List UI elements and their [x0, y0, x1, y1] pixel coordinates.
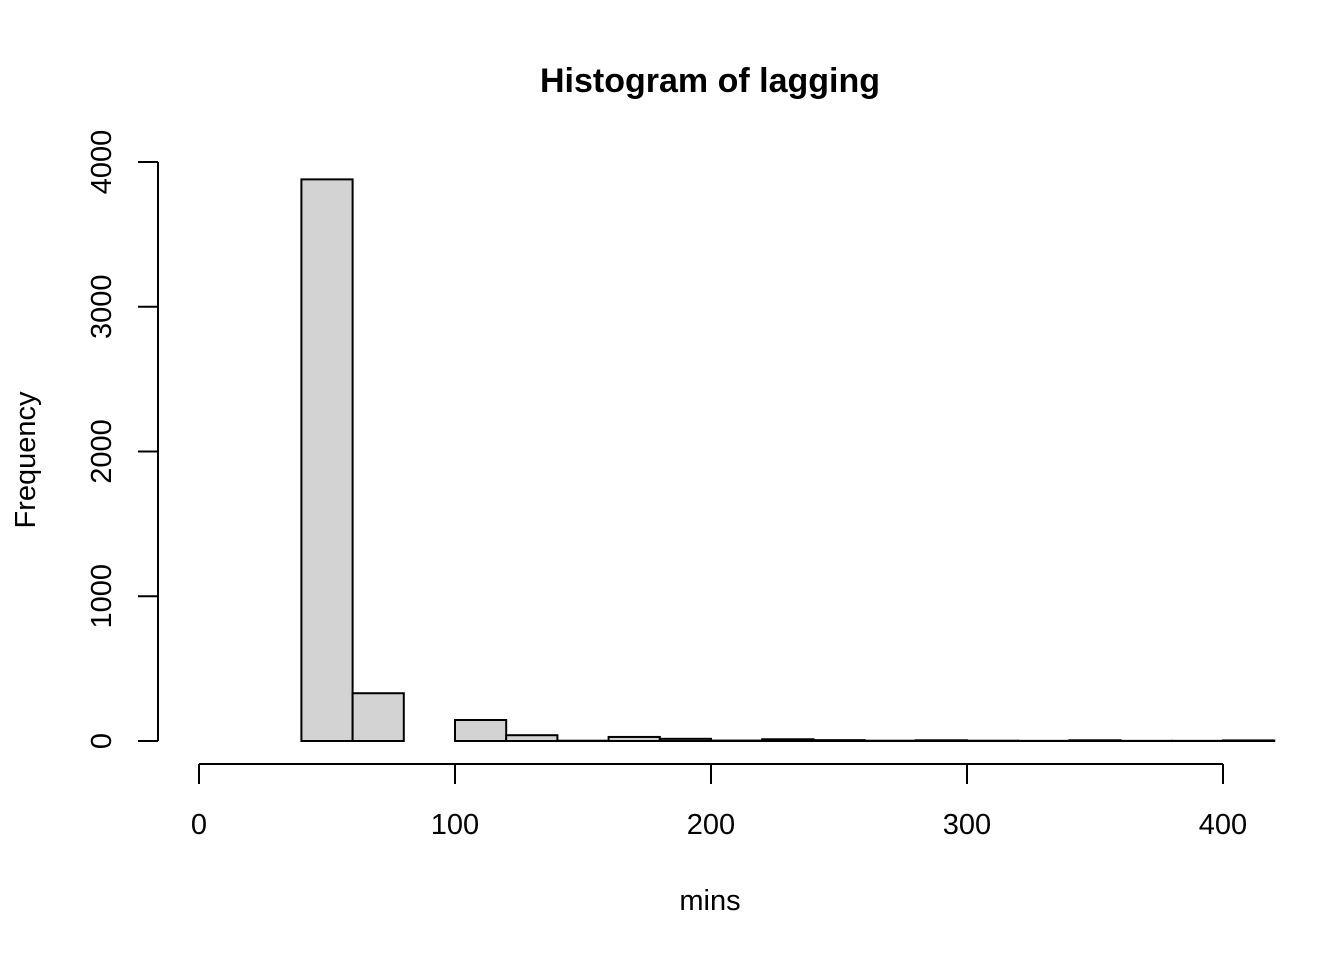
- histogram-bar-15: [1068, 739, 1122, 742]
- histogram-bar-4: [505, 734, 559, 743]
- x-tick-label-1: 100: [431, 809, 479, 841]
- histogram-bar-3: [454, 719, 508, 742]
- y-axis-label: Frequency: [10, 391, 42, 529]
- histogram-bar-9: [761, 738, 815, 743]
- chart-title: Histogram of lagging: [540, 62, 880, 100]
- y-tick-label-3: 3000: [86, 274, 118, 339]
- x-axis-label: mins: [679, 885, 740, 917]
- histogram-bar-1: [351, 692, 405, 742]
- y-tick-label-2: 2000: [86, 419, 118, 484]
- x-tick-label-0: 0: [191, 809, 207, 841]
- x-tick-label-2: 200: [687, 809, 735, 841]
- histogram-bar-0: [300, 178, 354, 742]
- x-tick-label-4: 400: [1199, 809, 1247, 841]
- y-tick-label-0: 0: [86, 733, 118, 749]
- histogram-bar-18: [1222, 739, 1276, 743]
- y-tick-label-1: 1000: [86, 564, 118, 629]
- histogram-bar-7: [658, 737, 712, 742]
- y-tick-label-4: 4000: [86, 130, 118, 195]
- y-axis: 0 1000 2000 3000 4000: [86, 130, 159, 749]
- x-axis: 0 100 200 300 400: [191, 763, 1247, 841]
- x-tick-label-3: 300: [943, 809, 991, 841]
- histogram-bar-12: [914, 739, 968, 742]
- bars-group: [300, 178, 1276, 743]
- histogram-bar-10: [812, 739, 866, 742]
- histogram-bar-6: [607, 735, 661, 743]
